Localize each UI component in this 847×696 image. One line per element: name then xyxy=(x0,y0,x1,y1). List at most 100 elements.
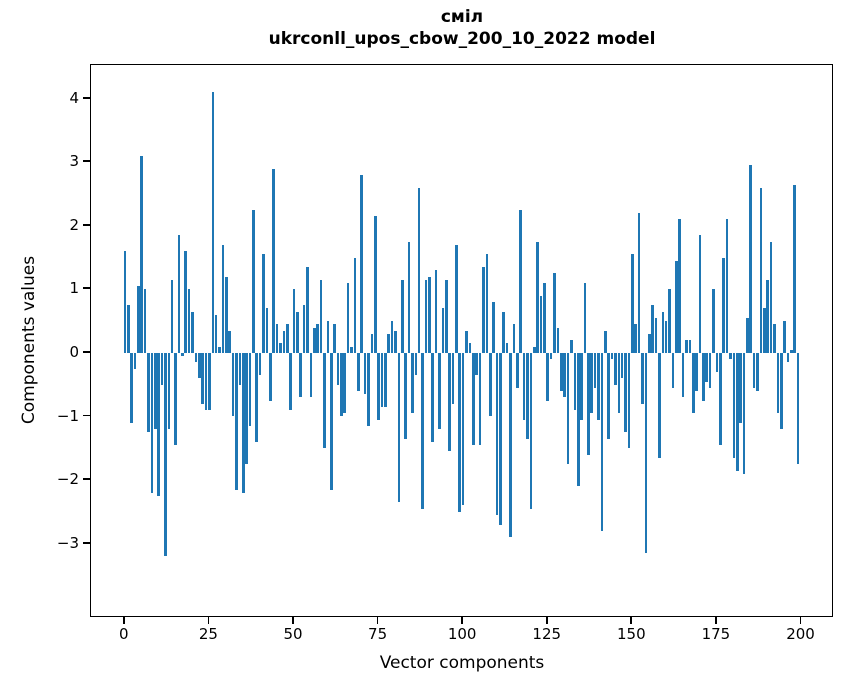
x-tick-label: 125 xyxy=(532,625,562,643)
bar xyxy=(600,352,604,531)
bar xyxy=(664,321,668,353)
bar xyxy=(702,352,705,401)
bar xyxy=(313,327,316,353)
bar xyxy=(516,352,519,388)
bar xyxy=(495,352,499,516)
bar xyxy=(502,311,506,353)
bar xyxy=(262,254,265,353)
bar xyxy=(241,352,245,493)
bar xyxy=(323,352,326,449)
y-tick-mark xyxy=(83,414,90,417)
bar xyxy=(695,352,698,392)
bar xyxy=(488,352,492,417)
y-axis-label: Components values xyxy=(19,255,39,425)
y-tick-label: 2 xyxy=(69,215,79,234)
bar xyxy=(421,352,424,509)
bar xyxy=(157,352,160,496)
bar xyxy=(363,352,367,395)
bar xyxy=(715,352,719,372)
bar xyxy=(735,352,739,471)
bar xyxy=(252,209,255,353)
bar xyxy=(478,352,482,446)
bar xyxy=(147,352,150,433)
y-tick-label: −1 xyxy=(56,406,79,425)
bar xyxy=(380,352,384,407)
bar xyxy=(472,352,475,446)
bar xyxy=(167,352,171,430)
bar xyxy=(597,352,600,420)
bar xyxy=(448,352,451,452)
bar xyxy=(536,241,539,353)
bar xyxy=(583,283,587,353)
bar xyxy=(431,352,435,442)
bar xyxy=(211,92,215,353)
x-tick-mark xyxy=(630,617,633,624)
bar xyxy=(790,349,793,353)
bar xyxy=(329,352,333,490)
y-tick-mark xyxy=(83,478,90,480)
x-tick-mark xyxy=(207,617,210,624)
bar xyxy=(607,352,610,439)
bar xyxy=(563,352,566,398)
y-tick-label: −2 xyxy=(56,470,79,489)
bar xyxy=(499,352,502,525)
bar xyxy=(296,311,299,353)
chart-title-model: ukrconll_upos_cbow_200_10_2022 model xyxy=(268,29,656,49)
bar xyxy=(688,340,692,353)
bar xyxy=(742,352,746,474)
x-tick-label: 0 xyxy=(119,625,129,643)
bar xyxy=(773,324,776,353)
x-tick-mark xyxy=(122,617,125,624)
bar xyxy=(468,343,472,353)
bar xyxy=(356,352,360,392)
bar xyxy=(759,187,763,353)
bar xyxy=(722,257,725,353)
bar xyxy=(658,352,661,458)
bar xyxy=(786,352,790,363)
bar xyxy=(475,352,478,376)
bar xyxy=(126,305,130,353)
bar xyxy=(279,343,282,353)
bar xyxy=(492,302,495,353)
bar xyxy=(485,254,489,353)
chart-title-word: сміл xyxy=(440,7,484,27)
bar xyxy=(580,352,583,420)
bar xyxy=(793,184,797,353)
bar xyxy=(587,352,590,455)
bar xyxy=(519,209,522,353)
bar xyxy=(238,352,242,385)
bar xyxy=(749,165,753,353)
bar xyxy=(373,216,377,353)
bar xyxy=(204,352,208,411)
bar xyxy=(576,352,580,487)
bar xyxy=(218,346,221,353)
bar xyxy=(137,286,140,353)
bar xyxy=(404,352,407,439)
bar xyxy=(397,352,401,503)
x-axis-label: Vector components xyxy=(379,653,545,673)
y-tick-mark xyxy=(83,351,90,353)
x-tick-mark xyxy=(715,617,717,624)
bar xyxy=(675,260,678,353)
bar xyxy=(691,352,695,414)
y-tick-label: −3 xyxy=(56,533,79,552)
bar xyxy=(336,352,340,385)
bar xyxy=(766,279,769,353)
y-tick-label: 3 xyxy=(69,152,79,171)
bar xyxy=(228,330,231,353)
y-tick-mark xyxy=(83,160,90,163)
bar xyxy=(624,352,627,433)
bar xyxy=(309,352,313,398)
bar xyxy=(181,352,184,357)
bar xyxy=(627,352,631,449)
y-tick-label: 1 xyxy=(69,279,79,298)
bar xyxy=(556,327,560,353)
bar xyxy=(160,352,164,385)
bar xyxy=(201,352,204,404)
bar xyxy=(505,343,509,353)
bar xyxy=(729,352,732,360)
bar xyxy=(566,352,570,465)
bar xyxy=(343,352,347,414)
bar xyxy=(302,305,306,353)
bar xyxy=(641,352,644,404)
